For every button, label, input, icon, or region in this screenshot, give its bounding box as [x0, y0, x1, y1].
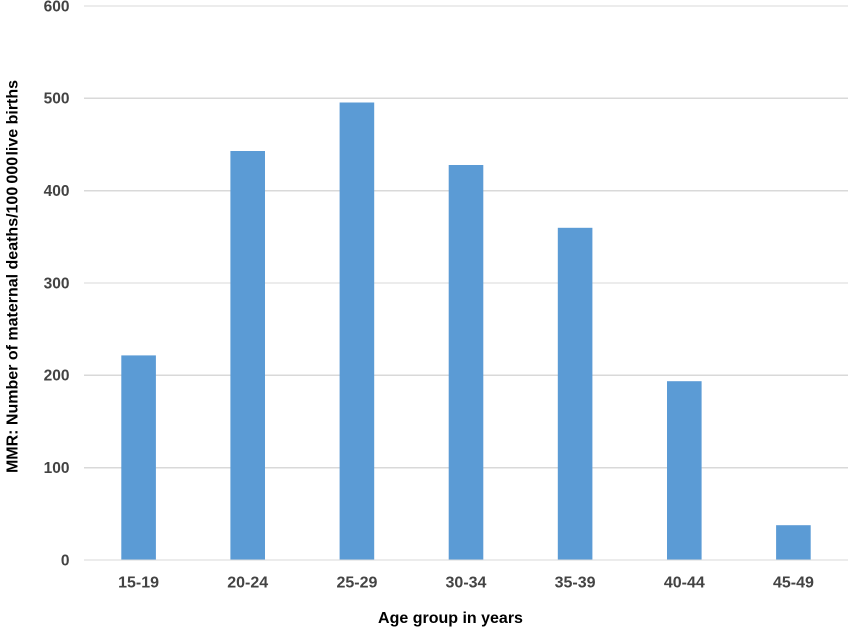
svg-text:100: 100: [44, 460, 70, 477]
svg-text:200: 200: [44, 368, 70, 385]
svg-text:0: 0: [61, 552, 70, 569]
svg-text:300: 300: [44, 275, 70, 292]
svg-text:45-49: 45-49: [773, 575, 814, 592]
svg-text:MMR: Number of maternal deaths: MMR: Number of maternal deaths/100 000 l…: [5, 80, 22, 473]
svg-text:30-34: 30-34: [446, 575, 487, 592]
svg-text:500: 500: [44, 91, 70, 108]
svg-text:600: 600: [44, 0, 70, 15]
svg-text:20-24: 20-24: [227, 575, 268, 592]
svg-text:40-44: 40-44: [664, 575, 705, 592]
svg-text:15-19: 15-19: [118, 575, 159, 592]
svg-text:Age group in years: Age group in years: [378, 610, 523, 627]
svg-text:25-29: 25-29: [336, 575, 377, 592]
svg-text:35-39: 35-39: [555, 575, 596, 592]
svg-text:400: 400: [44, 183, 70, 200]
